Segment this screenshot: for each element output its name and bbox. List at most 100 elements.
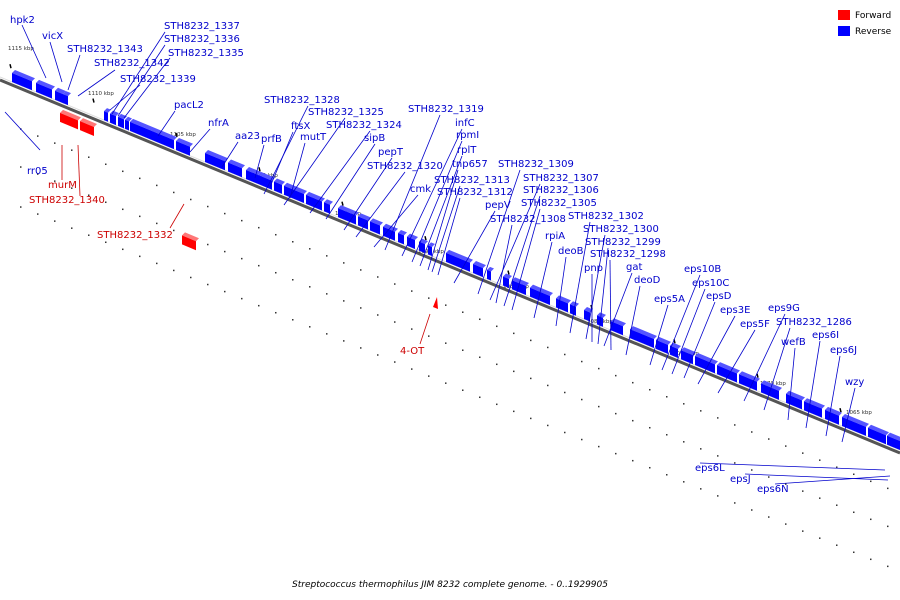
scale-dot — [751, 469, 753, 471]
reverse-gene-arrow — [370, 221, 380, 235]
scale-dot — [343, 300, 345, 302]
scale-dot — [173, 269, 175, 272]
reverse-gene-arrow — [473, 264, 483, 278]
gene-label: ftsX — [291, 121, 310, 132]
reverse-gene-arrow — [739, 374, 757, 391]
scale-dot — [513, 332, 515, 335]
reverse-gene-arrow — [630, 329, 654, 349]
scale-dot — [258, 304, 260, 307]
scale-dot — [173, 229, 175, 232]
scale-dot — [207, 283, 209, 286]
reverse-gene-arrow — [338, 208, 356, 225]
scale-dot — [156, 222, 158, 225]
reverse-gene-arrow-top — [825, 406, 842, 416]
gene-label: rpiA — [545, 231, 565, 242]
scale-dot — [292, 279, 294, 281]
reverse-gene-arrow-top — [887, 432, 900, 441]
reverse-gene-arrow — [584, 310, 590, 322]
scale-dot — [224, 212, 226, 215]
scale-dot — [258, 264, 260, 267]
leader-line — [699, 462, 886, 471]
scale-dot — [870, 518, 872, 521]
leader-line — [189, 128, 211, 153]
scale-dot — [717, 495, 719, 497]
leader-line — [283, 117, 346, 206]
leader-line — [21, 24, 47, 79]
gene-label: mutT — [300, 132, 327, 143]
gene-label: STH8232_1335 — [168, 48, 244, 59]
leader-line — [355, 171, 406, 238]
scale-dot — [54, 180, 56, 182]
leader-line — [787, 347, 796, 421]
scale-dot — [54, 142, 56, 144]
scale-dot — [190, 276, 192, 279]
leader-line — [343, 157, 393, 231]
scale-tick — [756, 373, 759, 378]
gene-label: STH8232_1336 — [164, 34, 240, 45]
scale-tick — [9, 63, 12, 69]
gene-label: STH8232_1299 — [585, 237, 661, 248]
leader-line — [774, 475, 891, 485]
reverse-gene-arrow-top — [228, 159, 245, 169]
leader-line — [671, 288, 706, 375]
scale-dot — [819, 459, 821, 461]
scale-dot — [768, 438, 770, 440]
gene-label: epsJ — [730, 474, 751, 485]
scale-dot — [241, 219, 243, 222]
scale-dot — [785, 445, 787, 447]
scale-dot — [615, 412, 617, 415]
gene-label: eps6J — [830, 345, 857, 356]
reverse-gene-arrow — [428, 245, 432, 257]
reverse-gene-arrow — [681, 350, 693, 365]
reverse-gene-arrow — [324, 202, 330, 214]
genome-caption: Streptococcus thermophilus JIM 8232 comp… — [292, 580, 608, 590]
scale-dot — [275, 233, 277, 236]
reverse-gene-arrow-top — [530, 284, 553, 296]
scale-dot — [768, 516, 770, 518]
reverse-gene-arrow-top — [407, 233, 418, 240]
gene-label: STH8232_1343 — [67, 44, 143, 55]
leader-line — [263, 105, 309, 195]
leader-line — [289, 142, 306, 199]
scale-dot — [717, 417, 719, 419]
scale-dot — [734, 502, 736, 504]
scale-tick — [341, 201, 344, 206]
scale-dot — [445, 342, 447, 344]
gene-label: deoB — [558, 246, 584, 257]
scale-dot — [887, 487, 889, 490]
scale-dot — [20, 206, 22, 208]
reverse-gene-arrow — [503, 276, 509, 288]
legend-reverse-swatch — [838, 26, 850, 36]
gene-label: STH8232_1319 — [408, 104, 484, 115]
reverse-gene-arrow — [419, 241, 425, 254]
scale-dot — [751, 509, 753, 511]
scale-dot — [139, 215, 141, 218]
reverse-gene-arrow-top — [804, 398, 825, 409]
reverse-gene-arrow-top — [258, 171, 275, 181]
legend-reverse-label: Reverse — [855, 27, 892, 37]
reverse-gene-arrow-top — [358, 213, 371, 221]
scale-dot — [105, 163, 107, 166]
scale-dot — [88, 194, 90, 196]
gene-label: STH8232_1306 — [523, 185, 599, 196]
scale-dot — [802, 490, 804, 492]
gene-label: STH8232_1298 — [590, 249, 666, 260]
scale-tick — [507, 270, 510, 275]
leader-line — [4, 111, 41, 151]
gene-label: cmk — [410, 184, 431, 195]
scale-dot — [479, 318, 481, 321]
scale-dot — [853, 511, 855, 514]
scale-dot — [615, 452, 617, 455]
reverse-gene-arrow — [176, 140, 190, 156]
reverse-gene-arrow-top — [717, 362, 740, 374]
gene-label: STH8232_1332 — [97, 230, 173, 241]
scale-dot — [615, 374, 617, 377]
leader-line — [489, 183, 541, 301]
reverse-gene-arrow-top — [130, 118, 177, 141]
scale-dot — [309, 248, 311, 250]
scale-dot — [275, 311, 277, 314]
forward-gene-arrow — [80, 121, 94, 136]
reverse-gene-arrow-top — [446, 249, 473, 263]
tick-label: 1070 kbp — [760, 381, 786, 387]
leader-line — [453, 210, 496, 284]
